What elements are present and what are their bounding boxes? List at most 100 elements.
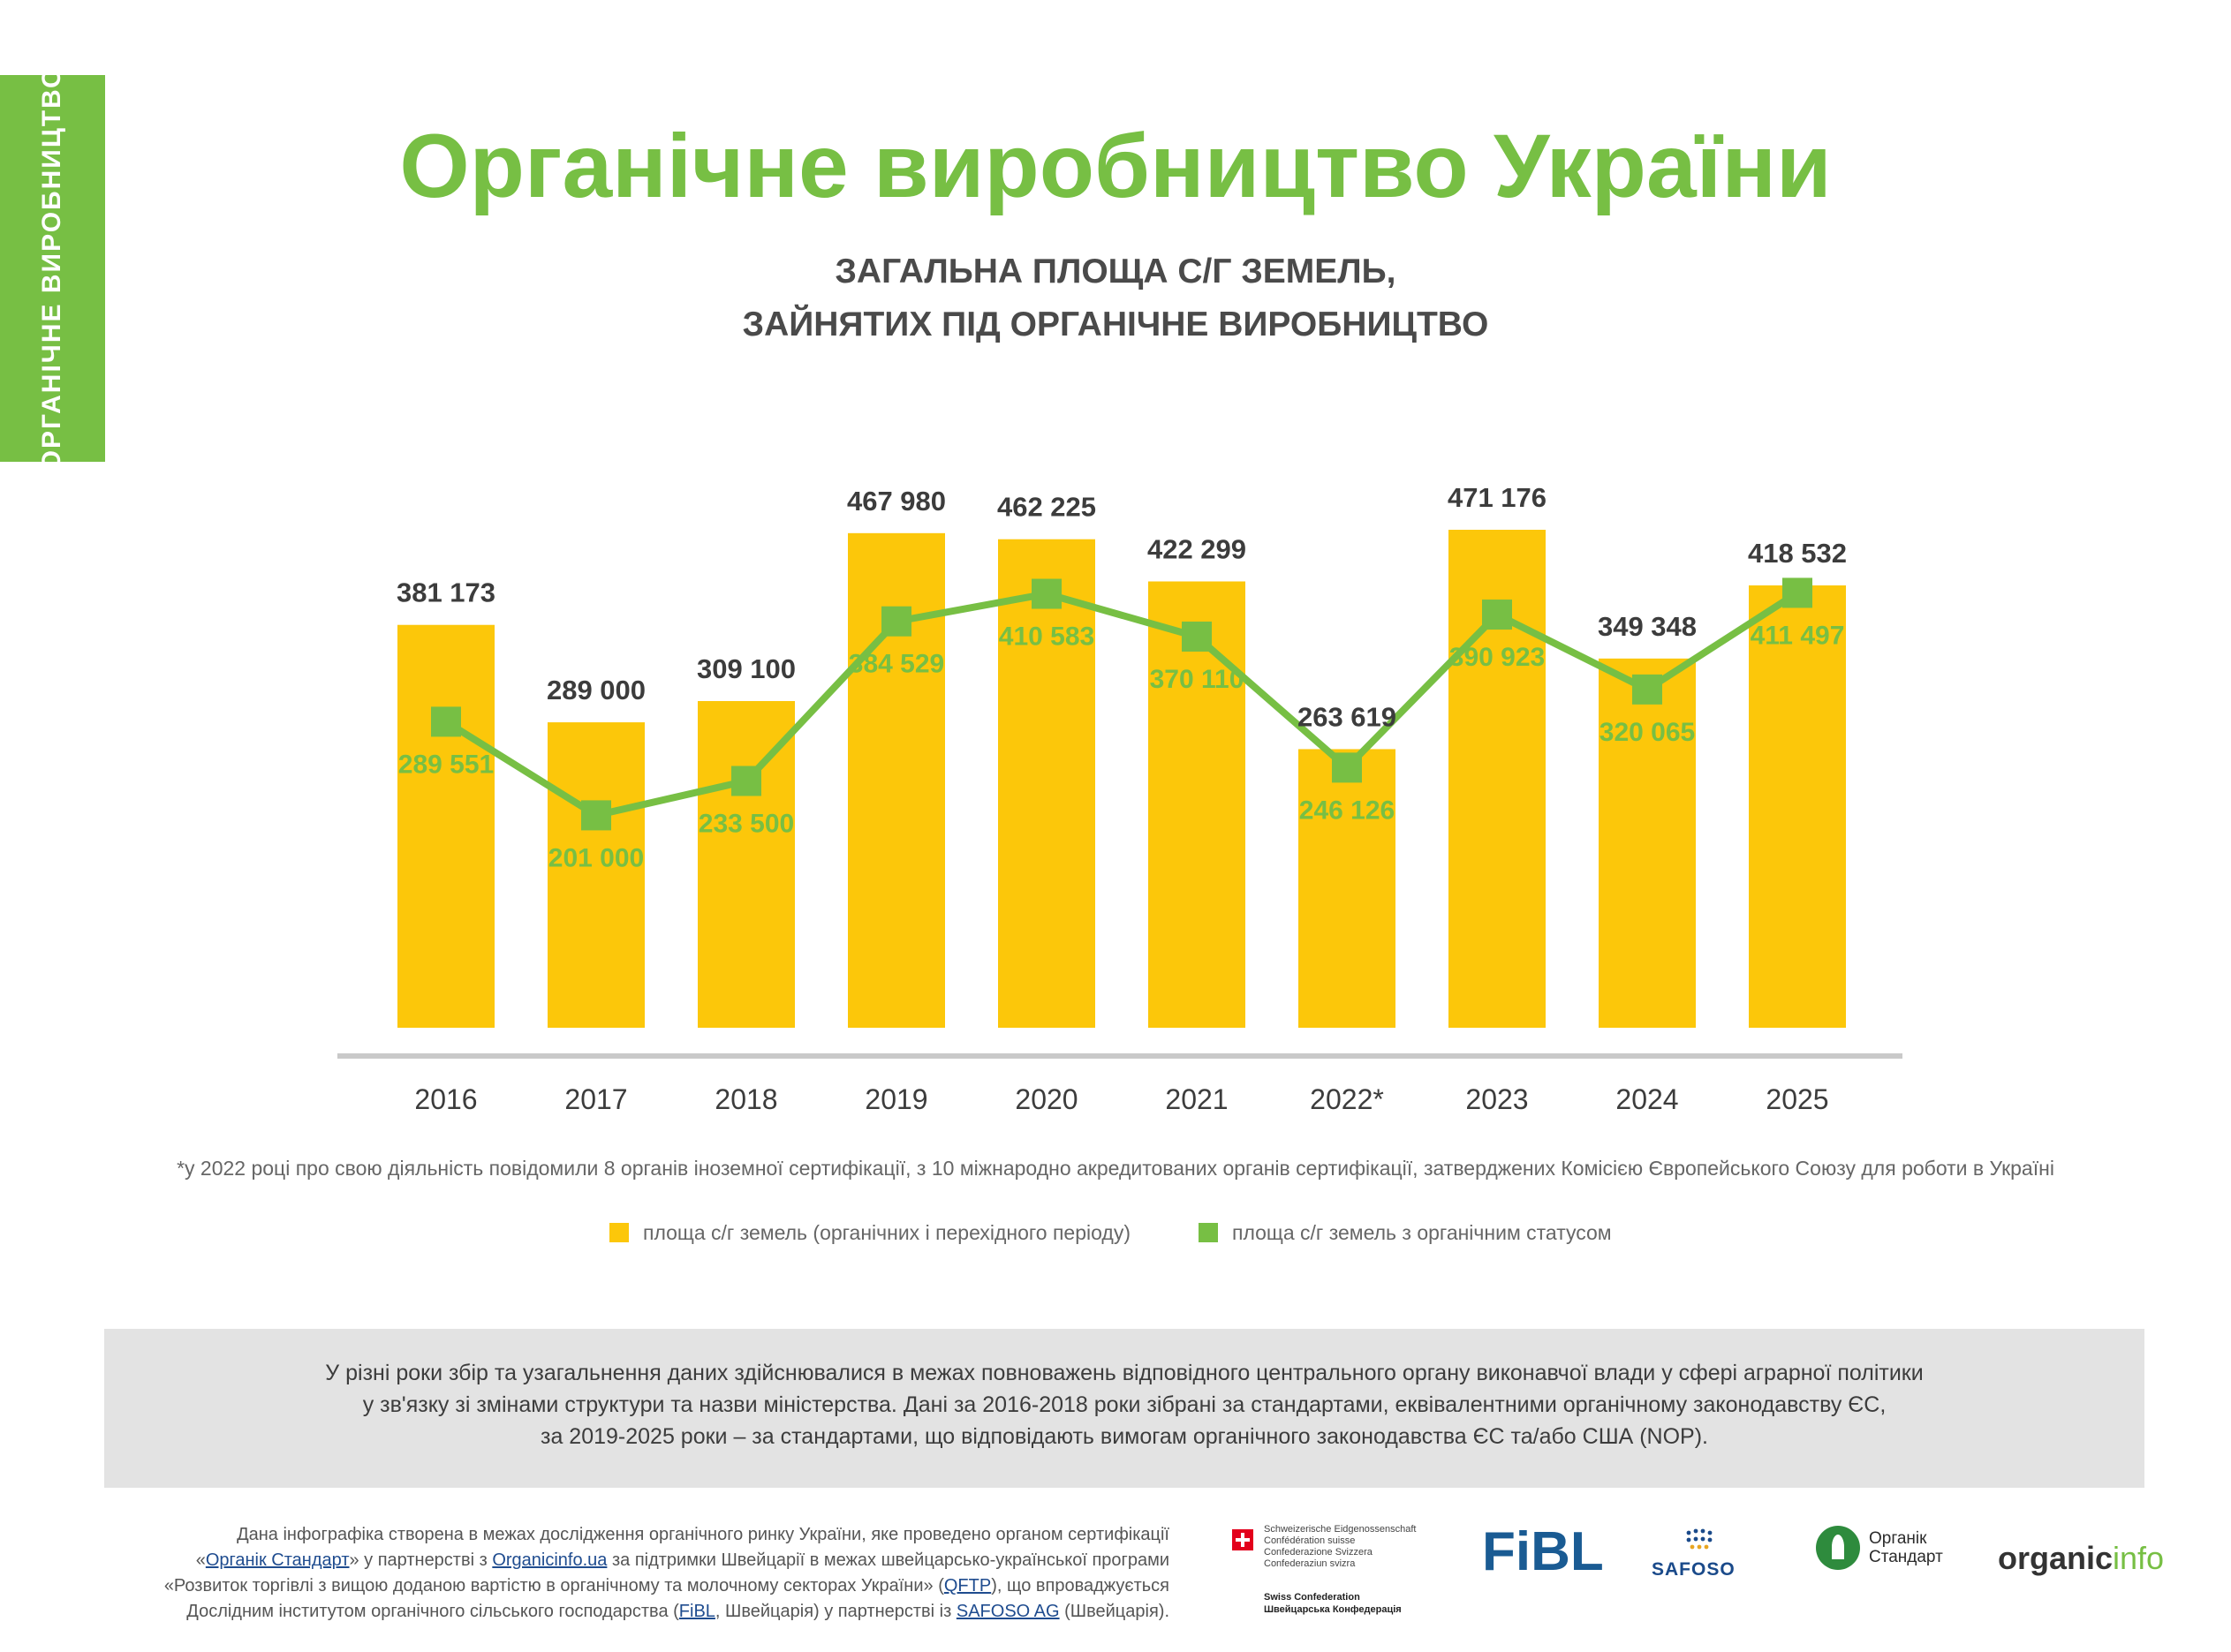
fibl-link[interactable]: FiBL [678,1602,715,1621]
line-value-label: 289 551 [398,750,494,779]
swiss-confederation-logo: Schweizerische Eidgenossenschaft Confédé… [1232,1519,1444,1616]
chart-subtitle: ЗАГАЛЬНА ПЛОЩА С/Г ЗЕМЕЛЬ, ЗАЙНЯТИХ ПІД … [0,245,2231,351]
credits-text: ), що впроваджується [991,1576,1169,1595]
swiss-logo-line: Confederazione Svizzera [1264,1547,1373,1558]
bar [1749,585,1846,1028]
line-value-label: 201 000 [548,843,644,872]
chart-subtitle-line-2: ЗАЙНЯТИХ ПІД ОРГАНІЧНЕ ВИРОБНИЦТВО [742,306,1489,343]
bar [397,624,495,1028]
organic-standard-logo-line: Стандарт [1869,1548,1943,1566]
bar-value-label: 349 348 [1598,611,1697,642]
series-line [443,590,1800,819]
line-point-marker [1032,578,1062,609]
organic-standard-leaf-icon [1816,1526,1860,1570]
line-point-marker [1782,577,1812,608]
fibl-logo: FiBL [1482,1521,1604,1582]
bar-value-label: 309 100 [697,653,796,684]
swiss-logo-bottom-line: Swiss Confederation [1264,1592,1360,1603]
safoso-logo-text: SAFOSO [1652,1559,1736,1580]
credits-text: «Розвиток торгівлі з вищою доданою варті… [163,1576,944,1595]
x-tick-label: 2022* [1310,1083,1384,1115]
bar-value-label: 422 299 [1147,534,1246,565]
x-tick-label: 2016 [414,1083,477,1115]
credits-line-4: Дослідним інститутом органічного сільськ… [164,1599,1169,1625]
credits-line-2: «Органік Стандарт» у партнерстві з Organ… [164,1548,1169,1573]
swiss-flag-icon [1232,1529,1253,1550]
data-note-line-3: за 2019-2025 роки – за стандартами, що в… [540,1424,1709,1449]
line-value-label: 411 497 [1751,621,1845,650]
swiss-logo-line: Confederaziun svizra [1264,1558,1356,1569]
x-tick-label: 2019 [865,1083,927,1115]
line-point-marker [1182,621,1212,652]
line-point-marker [1632,674,1662,705]
chart-subtitle-line-1: ЗАГАЛЬНА ПЛОЩА С/Г ЗЕМЕЛЬ, [835,253,1396,290]
legend-label-line: площа с/г земель з органічним статусом [1232,1220,1612,1244]
side-tab: ОРГАНІЧНЕ ВИРОБНИЦТВО [0,66,105,471]
line-value-label: 246 126 [1299,796,1395,825]
bar-value-label: 289 000 [547,675,646,705]
line-point-marker [1482,600,1512,630]
bar-value-label: 381 173 [397,577,495,608]
chart-legend: площа с/г земель (органічних і перехідно… [0,1215,2231,1250]
organic-land-chart: 381 173 289 000 309 100 467 980 462 225 422 2… [337,482,1902,1115]
line-point-marker [1332,752,1362,783]
swiss-logo-bottom: Swiss Confederation Швейцарська Конфедер… [1264,1591,1402,1616]
bar-value-label: 418 532 [1748,538,1847,569]
line-value-label: 410 583 [999,622,1094,652]
line-value-label: 320 065 [1600,718,1695,747]
legend-item-line: площа с/г земель з органічним статусом [1199,1215,1612,1250]
data-note-text: У різні роки збір та узагальнення даних … [104,1357,2144,1452]
bar [998,539,1095,1028]
legend-label-bar: площа с/г земель (органічних і перехідно… [643,1220,1131,1244]
organic-standard-logo-line: Органік [1869,1529,1927,1548]
bar-value-label: 471 176 [1448,482,1547,513]
page-title: Органічне виробництво України [399,116,1832,216]
credits-line-3: «Розвиток торгівлі з вищою доданою варті… [164,1573,1169,1599]
x-tick-label: 2023 [1465,1083,1528,1115]
qftp-link[interactable]: QFTP [943,1576,992,1595]
x-tick-label: 2018 [715,1083,777,1115]
line-point-marker [431,706,461,737]
organic-standard-link[interactable]: Органік Стандарт [205,1550,350,1570]
x-tick-label: 2024 [1615,1083,1678,1115]
data-note-line-1: У різні роки збір та узагальнення даних … [325,1361,1924,1385]
organicinfo-logo-part: info [2113,1540,2165,1576]
bar-value-label: 462 225 [997,492,1096,523]
legend-item-bar: площа с/г земель (органічних і перехідно… [609,1215,1131,1250]
line-point-marker [881,606,911,637]
data-note-line-2: у зв'язку зі змінами структури та назви … [362,1392,1887,1417]
credits-text: « [195,1550,206,1570]
credits-text: за підтримки Швейцарії в межах швейцарсь… [607,1550,1169,1570]
bar [548,722,645,1028]
credits: Дана інфографіка створена в межах дослід… [164,1522,1169,1625]
credits-text: » у партнерстві з [349,1550,493,1570]
bar [1148,581,1245,1028]
swiss-logo-bottom-line: Швейцарська Конфедерація [1264,1604,1402,1615]
credits-text: Дослідним інститутом органічного сільськ… [186,1602,679,1621]
organicinfo-logo-part: organic [1998,1540,2114,1576]
bar [1298,749,1395,1028]
x-tick-label: 2021 [1165,1083,1228,1115]
data-note-box: У різні роки збір та узагальнення даних … [104,1329,2144,1488]
line-point-marker [731,766,761,796]
bar [698,701,795,1028]
x-tick-label: 2020 [1015,1083,1078,1115]
x-tick-label: 2017 [564,1083,627,1115]
line-value-label: 390 923 [1449,643,1545,672]
line-value-label: 370 110 [1150,665,1244,694]
credits-line-1: Дана інфографіка створена в межах дослід… [237,1525,1169,1544]
line-value-label: 384 529 [849,650,944,679]
safoso-dots-icon [1686,1528,1713,1550]
swiss-logo-text: Schweizerische Eidgenossenschaft Confédé… [1264,1524,1416,1570]
credits-text: (Швейцарія). [1059,1602,1169,1621]
organic-standard-logo-text: Органік Стандарт [1869,1529,1943,1566]
swiss-logo-line: Schweizerische Eidgenossenschaft [1264,1524,1417,1535]
organicinfo-logo: organicinfo [1998,1540,2164,1577]
legend-swatch-line [1199,1223,1218,1242]
safoso-link[interactable]: SAFOSO AG [956,1602,1060,1621]
bar [1599,658,1696,1028]
credits-text: , Швейцарія) у партнерстві із [715,1602,957,1621]
chart-footnote: *у 2022 році про свою діяльність повідом… [177,1157,2054,1180]
x-tick-label: 2025 [1766,1083,1828,1115]
organicinfo-link[interactable]: Organicinfo.ua [492,1550,608,1570]
